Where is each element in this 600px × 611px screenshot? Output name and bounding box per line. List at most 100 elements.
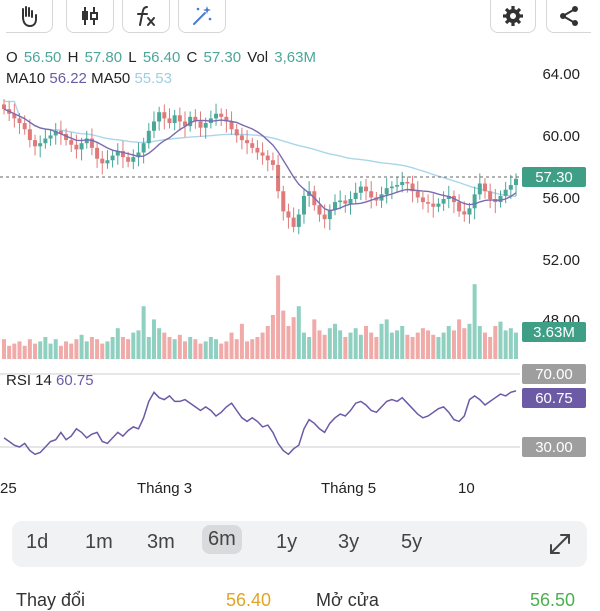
candle <box>33 134 38 156</box>
volume-bar <box>38 341 43 359</box>
candle <box>400 171 405 193</box>
volume-bar <box>276 275 281 359</box>
open-row-value: 56.50 <box>530 590 576 610</box>
fullscreen-button[interactable] <box>546 530 576 558</box>
auto-analysis-button[interactable] <box>178 0 226 33</box>
ma10-path <box>3 108 517 212</box>
volume-bar <box>488 337 493 359</box>
period-6m[interactable]: 6m <box>202 525 242 554</box>
period-1m[interactable]: 1m <box>85 531 113 553</box>
volume-bar <box>343 337 348 359</box>
settings-button[interactable] <box>490 0 536 33</box>
candle <box>12 103 17 128</box>
function-fx-icon <box>137 6 155 26</box>
volume-bar <box>364 326 369 359</box>
period-3m[interactable]: 3m <box>147 531 175 553</box>
candle <box>441 191 446 211</box>
candle <box>338 190 343 210</box>
volume-bar <box>477 326 482 359</box>
candle <box>317 197 322 222</box>
ma10-line <box>3 108 517 212</box>
candle <box>198 111 203 137</box>
share-button[interactable] <box>546 0 591 33</box>
volume-bar <box>410 337 415 359</box>
volume-bar <box>229 332 234 359</box>
volume-bar <box>183 341 188 359</box>
price-tick: 52.00 <box>542 252 580 269</box>
ma50-path <box>4 100 517 198</box>
price-tick: 56.00 <box>542 190 580 207</box>
candle <box>43 128 48 149</box>
volume-bar <box>126 339 131 359</box>
candles <box>2 99 518 235</box>
period-5y[interactable]: 5y <box>401 531 423 553</box>
volume-bar <box>203 341 208 359</box>
expand-icon <box>550 534 570 554</box>
volume-bar <box>457 319 462 359</box>
candle <box>157 106 162 131</box>
change-value: 56.40 <box>226 590 272 610</box>
price-tick: 48.00 <box>542 312 580 322</box>
candle <box>100 150 105 175</box>
draw-tool-button[interactable] <box>6 0 53 33</box>
period-1y[interactable]: 1y <box>276 531 298 553</box>
candle <box>167 108 172 129</box>
candle <box>234 123 239 143</box>
hand-draw-icon <box>22 6 37 28</box>
volume-bar <box>105 341 110 359</box>
candle <box>457 194 462 217</box>
volume-bar <box>420 328 425 359</box>
candle <box>353 182 358 205</box>
rsi-upper-tag: 70.00 <box>522 364 586 384</box>
volume-bar <box>151 319 156 359</box>
period-1d[interactable]: 1d <box>26 531 49 553</box>
volume-bar <box>296 306 301 359</box>
candle <box>193 109 198 129</box>
volume-bar <box>172 339 177 359</box>
candle <box>74 134 79 159</box>
candle <box>172 109 177 131</box>
candle <box>410 175 415 203</box>
candle <box>64 128 69 146</box>
candlestick-icon <box>82 7 98 25</box>
volume-bar <box>441 332 446 359</box>
candle <box>477 173 482 200</box>
volume-bar <box>136 330 141 359</box>
candle <box>69 132 74 153</box>
ohlc-readout: O 56.50 H 57.80 L 56.40 C 57.30 Vol 3,63… <box>6 49 318 66</box>
volume-bar <box>245 341 250 359</box>
volume-bar <box>177 334 182 359</box>
volume-bar <box>89 337 94 359</box>
price-tick: 64.00 <box>542 66 580 83</box>
magic-wand-icon <box>193 6 212 25</box>
candle <box>38 135 43 158</box>
candle <box>177 107 182 131</box>
candle <box>188 111 193 132</box>
change-label: Thay đổi <box>16 590 86 610</box>
volume-bar <box>369 332 374 359</box>
x-tick: Tháng 3 <box>137 480 193 497</box>
candle <box>265 150 270 172</box>
close-label: C <box>186 49 198 66</box>
indicators-button[interactable] <box>122 0 170 33</box>
period-3y[interactable]: 3y <box>338 531 360 553</box>
chart-type-button[interactable] <box>66 0 114 33</box>
volume-bar <box>120 337 125 359</box>
ma50-line <box>4 100 517 198</box>
open-label: O <box>6 49 18 66</box>
volume-bar <box>389 332 394 359</box>
candle <box>296 209 301 235</box>
candle <box>183 111 188 138</box>
candle <box>286 203 291 229</box>
volume-bar <box>157 328 162 359</box>
volume-bar <box>260 332 265 359</box>
candle <box>498 190 503 208</box>
candle <box>2 99 6 115</box>
volume-bar <box>338 330 343 359</box>
volume-bar <box>462 328 467 359</box>
volume-bar <box>43 337 48 359</box>
candle <box>281 185 286 221</box>
volume-bar <box>508 328 513 359</box>
volume-bar <box>2 339 6 359</box>
